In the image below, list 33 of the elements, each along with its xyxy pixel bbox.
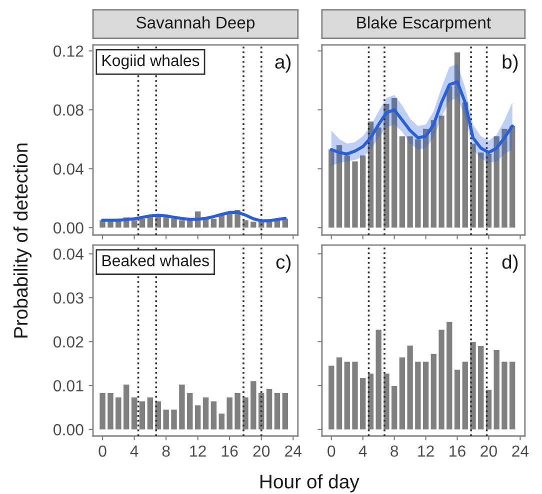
x-tick-label: 4 [130,446,138,457]
annotation: d) [502,254,518,273]
annotation: c) [276,254,291,273]
x-axis-title: Hour of day [260,474,360,492]
x-tick-label: 0 [328,445,336,457]
x-tick-label: 12 [418,445,434,457]
y-axis-title: Probability of detection [13,144,32,338]
x-tick-label: 20 [480,445,497,457]
y-tick-label: 0.12 [54,45,84,57]
y-tick-label: 0.04 [54,248,84,260]
x-tick-label: 8 [162,445,170,457]
y-tick-label: 0.01 [54,380,84,392]
x-tick-label: 8 [390,445,398,457]
x-tick-label: 20 [253,445,270,457]
annotation: Kogiid whales [102,54,200,70]
chart-title: Blake Escarpment [357,16,491,32]
y-tick-label: 0.00 [54,222,84,234]
y-tick-label: 0.08 [54,104,84,116]
y-tick-label: 0.03 [54,292,84,304]
x-tick-label: 12 [190,445,206,457]
x-tick-label: 24 [285,445,302,457]
annotation: b) [502,54,518,73]
x-tick-label: 4 [358,446,367,457]
annotation: a) [275,54,291,73]
y-tick-label: 0.02 [54,336,84,348]
x-tick-label: 16 [450,445,466,457]
x-tick-label: 0 [98,445,106,457]
x-tick-label: 24 [512,445,529,457]
chart-title: Savannah Deep [136,16,255,32]
y-tick-label: 0.04 [54,163,84,175]
x-tick-label: 16 [222,445,238,457]
annotation: Beaked whales [102,254,209,266]
y-tick-label: 0.00 [54,424,84,436]
